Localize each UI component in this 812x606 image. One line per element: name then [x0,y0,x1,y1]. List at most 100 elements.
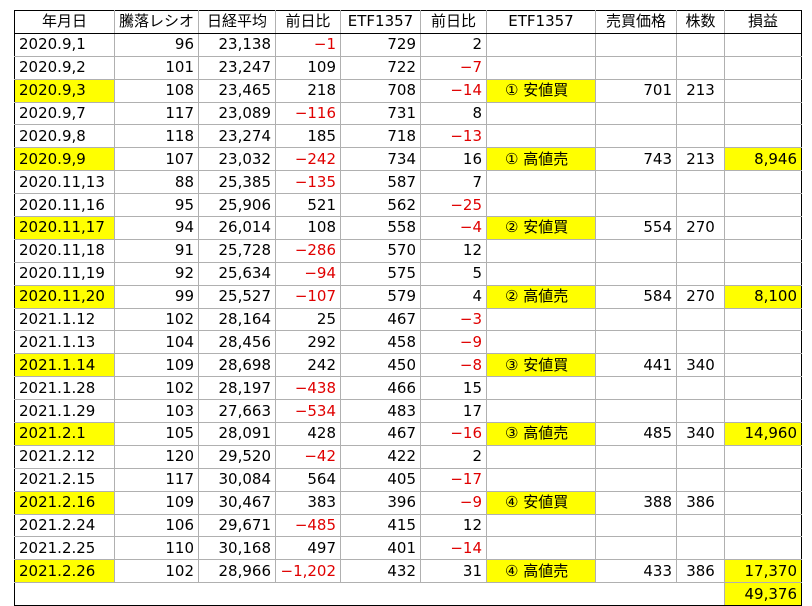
nikkei-cell[interactable]: 25,906 [198,193,277,218]
ratio-cell[interactable]: 96 [113,32,200,57]
price-cell[interactable] [595,261,678,286]
nikkei-change-cell[interactable]: −485 [275,513,342,538]
profit-loss-cell[interactable]: 8,946 [724,147,803,172]
nikkei-cell[interactable]: 25,527 [198,284,277,309]
etf-change-cell[interactable]: −9 [420,490,488,515]
ratio-cell[interactable]: 104 [113,330,200,355]
price-cell[interactable]: 701 [595,78,678,103]
etf-change-cell[interactable]: 31 [420,559,488,584]
shares-cell[interactable]: 270 [676,284,726,309]
profit-loss-cell[interactable] [724,444,803,469]
header-etf-change[interactable]: 前日比 [420,10,488,34]
operation-cell[interactable] [486,307,597,332]
nikkei-cell[interactable]: 28,456 [198,330,277,355]
nikkei-cell[interactable]: 28,698 [198,353,277,378]
etf-cell[interactable]: 432 [340,559,422,584]
etf-cell[interactable]: 483 [340,399,422,424]
price-cell[interactable] [595,399,678,424]
etf-cell[interactable]: 570 [340,238,422,263]
date-cell[interactable]: 2021.1.28 [14,376,115,401]
profit-loss-cell[interactable] [724,467,803,492]
shares-cell[interactable] [676,101,726,126]
total-profit-cell[interactable]: 49,376 [724,582,803,606]
ratio-cell[interactable]: 94 [113,216,200,240]
date-cell[interactable]: 2020.9,7 [14,101,115,126]
nikkei-cell[interactable]: 23,247 [198,55,277,80]
ratio-cell[interactable]: 117 [113,101,200,126]
shares-cell[interactable] [676,330,726,355]
header-etf[interactable]: ETF1357 [340,10,422,34]
nikkei-cell[interactable]: 30,168 [198,536,277,561]
profit-loss-cell[interactable] [724,170,803,195]
ratio-cell[interactable]: 91 [113,238,200,263]
etf-change-cell[interactable]: −17 [420,467,488,492]
price-cell[interactable]: 485 [595,422,678,446]
shares-cell[interactable] [676,376,726,401]
nikkei-cell[interactable]: 29,671 [198,513,277,538]
nikkei-change-cell[interactable]: 428 [275,422,342,446]
etf-change-cell[interactable]: 7 [420,170,488,195]
date-cell[interactable]: 2021.2.24 [14,513,115,538]
operation-cell[interactable] [486,376,597,401]
ratio-cell[interactable]: 109 [113,490,200,515]
etf-cell[interactable]: 731 [340,101,422,126]
etf-change-cell[interactable]: 5 [420,261,488,286]
shares-cell[interactable] [676,467,726,492]
profit-loss-cell[interactable] [724,330,803,355]
header-operation[interactable]: ETF1357 [486,10,597,34]
header-ratio[interactable]: 騰落レシオ [113,10,200,34]
ratio-cell[interactable]: 108 [113,78,200,103]
profit-loss-cell[interactable]: 14,960 [724,422,803,446]
etf-change-cell[interactable]: −25 [420,193,488,218]
profit-loss-cell[interactable] [724,536,803,561]
operation-cell[interactable] [486,444,597,469]
operation-cell[interactable] [486,513,597,538]
ratio-cell[interactable]: 102 [113,307,200,332]
price-cell[interactable] [595,238,678,263]
nikkei-cell[interactable]: 25,728 [198,238,277,263]
etf-cell[interactable]: 562 [340,193,422,218]
price-cell[interactable]: 554 [595,216,678,240]
operation-cell[interactable]: ② 安値買 [486,216,597,240]
profit-loss-cell[interactable] [724,307,803,332]
price-cell[interactable] [595,330,678,355]
etf-change-cell[interactable]: 8 [420,101,488,126]
shares-cell[interactable] [676,261,726,286]
price-cell[interactable] [595,124,678,149]
ratio-cell[interactable]: 118 [113,124,200,149]
etf-cell[interactable]: 467 [340,422,422,446]
nikkei-change-cell[interactable]: 218 [275,78,342,103]
total-spacer-cell[interactable] [13,582,726,606]
profit-loss-cell[interactable] [724,193,803,218]
nikkei-change-cell[interactable]: 564 [275,467,342,492]
date-cell[interactable]: 2020.11,19 [14,261,115,286]
shares-cell[interactable]: 340 [676,353,726,378]
etf-cell[interactable]: 422 [340,444,422,469]
nikkei-change-cell[interactable]: −1 [275,32,342,57]
date-cell[interactable]: 2020.11,17 [14,216,115,240]
profit-loss-cell[interactable] [724,399,803,424]
header-profit-loss[interactable]: 損益 [724,10,803,34]
header-date[interactable]: 年月日 [14,10,115,34]
date-cell[interactable]: 2020.11,13 [14,170,115,195]
operation-cell[interactable] [486,32,597,57]
price-cell[interactable]: 441 [595,353,678,378]
operation-cell[interactable]: ④ 安値買 [486,490,597,515]
price-cell[interactable] [595,55,678,80]
date-cell[interactable]: 2021.2.15 [14,467,115,492]
nikkei-cell[interactable]: 26,014 [198,216,277,240]
header-nikkei[interactable]: 日経平均 [198,10,277,34]
profit-loss-cell[interactable] [724,101,803,126]
shares-cell[interactable] [676,444,726,469]
etf-cell[interactable]: 467 [340,307,422,332]
nikkei-cell[interactable]: 28,197 [198,376,277,401]
etf-cell[interactable]: 450 [340,353,422,378]
etf-change-cell[interactable]: −14 [420,78,488,103]
profit-loss-cell[interactable] [724,78,803,103]
nikkei-change-cell[interactable]: 497 [275,536,342,561]
profit-loss-cell[interactable] [724,490,803,515]
nikkei-cell[interactable]: 23,274 [198,124,277,149]
price-cell[interactable]: 584 [595,284,678,309]
shares-cell[interactable] [676,513,726,538]
nikkei-change-cell[interactable]: −135 [275,170,342,195]
